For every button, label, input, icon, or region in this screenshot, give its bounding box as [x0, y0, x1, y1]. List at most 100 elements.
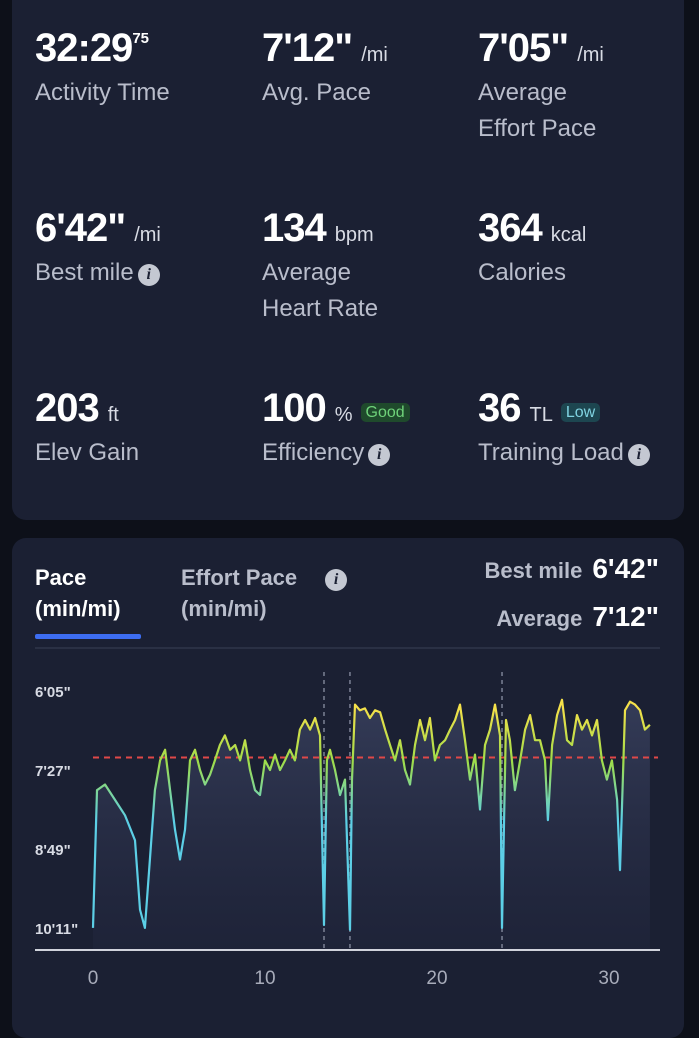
- stat-value: 100: [262, 386, 327, 430]
- stat: 7'05" /mi Average Effort Pace: [478, 26, 604, 147]
- tab-line: Effort Pace i: [181, 562, 348, 593]
- summary-value: 7'12": [592, 601, 659, 632]
- tab-text: (min/mi): [35, 596, 121, 621]
- stat-label-text: Average: [478, 79, 567, 106]
- stat-badge: Good: [360, 403, 410, 422]
- stat-label-line: Efficiency i: [262, 435, 410, 471]
- stat-label-line: Activity Time: [35, 75, 170, 111]
- x-tick-label: 10: [254, 968, 275, 989]
- stat-value-row: 7'12" /mi: [262, 26, 388, 71]
- stat-value-row: 6'42" /mi: [35, 206, 161, 251]
- stat: 203 ft Elev Gain: [35, 386, 139, 471]
- stat-label: Elev Gain: [35, 435, 139, 471]
- tab-line: Pace: [35, 562, 121, 593]
- summary-label: Best mile: [484, 558, 583, 583]
- stat-value-row: 100% Good: [262, 386, 410, 431]
- stat: 6'42"/mi Best mile i: [35, 206, 161, 291]
- summary-label: Average: [496, 606, 583, 631]
- summary-row: Best mile 6'42": [485, 553, 659, 585]
- stat-label-line: Best mile i: [35, 255, 161, 291]
- stat-label-text: Elev Gain: [35, 439, 140, 466]
- stat-label-line: Calories: [478, 255, 586, 291]
- x-tick-label: 0: [88, 968, 99, 989]
- stat-unit: /mi: [577, 44, 604, 66]
- tab[interactable]: Pace (min/mi): [35, 562, 121, 624]
- stat-label-line: Average: [262, 255, 378, 291]
- stat-unit: TL: [529, 404, 553, 426]
- tab-indicator: [35, 634, 141, 639]
- tab-text: Effort Pace: [181, 565, 298, 590]
- info-icon[interactable]: i: [325, 569, 348, 591]
- stat-label-text: Activity Time: [35, 79, 170, 106]
- stat-value: 203: [35, 386, 100, 430]
- tab-line: (min/mi): [181, 593, 347, 624]
- stat-label-text: Average: [262, 259, 351, 286]
- stat-label-line: Effort Pace: [478, 111, 604, 147]
- stat-value: 6'42": [35, 206, 126, 250]
- stats-card: [12, 0, 684, 520]
- stat-value: 7'12": [262, 26, 353, 70]
- y-tick-label: 8'49": [35, 842, 71, 859]
- stat: 100% Good Efficiency i: [262, 386, 410, 471]
- stat-label: Average Heart Rate: [262, 255, 378, 327]
- stat-label-text: Training Load: [478, 439, 624, 466]
- info-icon[interactable]: i: [368, 444, 391, 466]
- pace-line: [91, 698, 651, 931]
- stat-label-text: Heart Rate: [262, 295, 379, 322]
- stat-badge: Low: [560, 403, 601, 422]
- stat-value: 32:29: [35, 26, 133, 70]
- stat-value-row: 36 TL Low: [478, 386, 650, 431]
- y-tick-label: 6'05": [35, 684, 71, 701]
- stat-label: Calories: [478, 255, 586, 291]
- stat-label: Avg. Pace: [262, 75, 388, 111]
- tab-text: Pace: [35, 565, 87, 590]
- stat-value-row: 203 ft: [35, 386, 139, 431]
- stat-label-line: Elev Gain: [35, 435, 139, 471]
- stat-label-text: Efficiency: [262, 439, 365, 466]
- stat-label: Average Effort Pace: [478, 75, 604, 147]
- stat: 32:2975 Activity Time: [35, 26, 170, 111]
- x-tick-label: 30: [598, 968, 619, 989]
- stat-unit: kcal: [550, 224, 587, 246]
- stat: 7'12" /mi Avg. Pace: [262, 26, 388, 111]
- stat-label-text: Avg. Pace: [262, 79, 371, 106]
- stat-unit: %: [334, 404, 353, 426]
- y-tick-label: 10'11": [35, 921, 78, 938]
- stat-unit: ft: [107, 404, 119, 426]
- y-tick-label: 7'27": [35, 763, 71, 780]
- stat-label: Efficiency i: [262, 435, 410, 471]
- stat-value: 7'05": [478, 26, 569, 70]
- stat-sup: 75: [132, 30, 149, 47]
- stat-value: 134: [262, 206, 327, 250]
- stat: 134 bpm Average Heart Rate: [262, 206, 378, 327]
- stat-value-row: 134 bpm: [262, 206, 378, 251]
- stat-value-row: 7'05" /mi: [478, 26, 604, 71]
- stat-label: Best mile i: [35, 255, 161, 291]
- stat-label-line: Heart Rate: [262, 291, 378, 327]
- tab[interactable]: Effort Pace i (min/mi): [181, 562, 348, 624]
- info-icon[interactable]: i: [137, 264, 160, 286]
- stat-unit: /mi: [134, 224, 161, 246]
- stat: 364 kcal Calories: [478, 206, 586, 291]
- stat-unit: bpm: [334, 224, 374, 246]
- stat-unit: /mi: [361, 44, 388, 66]
- stat-label-line: Training Load i: [478, 435, 650, 471]
- stat-value-row: 32:2975: [35, 26, 170, 71]
- summary-value: 6'42": [592, 553, 659, 584]
- stat-label-text: Calories: [478, 259, 567, 286]
- info-icon[interactable]: i: [627, 444, 650, 466]
- stat-label: Activity Time: [35, 75, 170, 111]
- tab-line: (min/mi): [35, 593, 121, 624]
- stat-value: 364: [478, 206, 543, 250]
- summary-row: Average 7'12": [496, 601, 659, 633]
- stat-label-line: Avg. Pace: [262, 75, 388, 111]
- stat-label-text: Effort Pace: [478, 115, 597, 142]
- stat: 36 TL Low Training Load i: [478, 386, 650, 471]
- stat-value: 36: [478, 386, 521, 430]
- stat-label: Training Load i: [478, 435, 650, 471]
- stat-label-text: Best mile: [35, 259, 134, 286]
- x-tick-label: 20: [426, 968, 447, 989]
- stat-value-row: 364 kcal: [478, 206, 586, 251]
